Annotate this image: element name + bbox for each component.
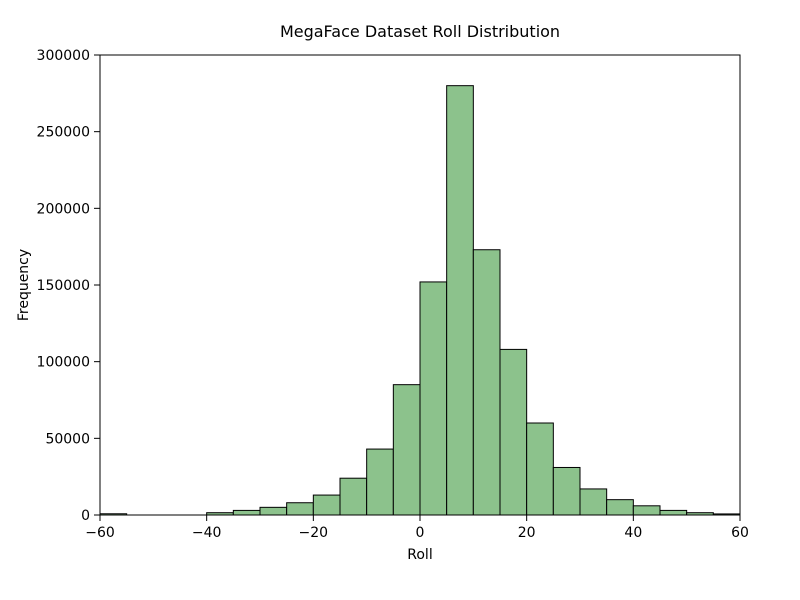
x-tick-label: 0 <box>416 525 425 541</box>
x-tick-label: −40 <box>192 525 222 541</box>
histogram-bar <box>553 467 580 515</box>
y-tick-label: 100000 <box>37 355 90 371</box>
histogram-bar <box>100 514 127 515</box>
x-tick-label: −60 <box>85 525 115 541</box>
histogram-bar <box>713 514 740 515</box>
y-tick-label: 0 <box>81 508 90 524</box>
y-axis-label: Frequency <box>16 249 32 321</box>
histogram-bar <box>633 506 660 515</box>
histogram-bar <box>500 349 527 515</box>
histogram-bar <box>447 86 474 515</box>
histogram-bar <box>420 282 447 515</box>
chart-title: MegaFace Dataset Roll Distribution <box>280 22 560 41</box>
y-tick-label: 50000 <box>45 431 90 447</box>
y-tick-label: 300000 <box>37 48 90 64</box>
x-tick-label: −20 <box>299 525 329 541</box>
histogram-bar <box>207 513 234 515</box>
histogram-bar <box>340 478 367 515</box>
histogram-chart: −60 −40 −20 0 20 40 60 0 50000 100000 150000 200000… <box>0 0 800 600</box>
histogram-bar <box>367 449 394 515</box>
y-tick-label: 250000 <box>37 125 90 141</box>
x-tick-label: 40 <box>624 525 642 541</box>
histogram-bar <box>527 423 554 515</box>
x-tick-label: 60 <box>731 525 749 541</box>
histogram-bar <box>233 510 260 515</box>
x-axis-label: Roll <box>407 547 432 563</box>
histogram-bar <box>580 489 607 515</box>
histogram-bar <box>687 513 714 515</box>
y-tick-label: 200000 <box>37 201 90 217</box>
histogram-bar <box>660 510 687 515</box>
histogram-bar <box>607 500 634 515</box>
histogram-bar <box>260 507 287 515</box>
x-tick-label: 20 <box>518 525 536 541</box>
histogram-bar <box>393 385 420 515</box>
histogram-bar <box>313 495 340 515</box>
chart-container: −60 −40 −20 0 20 40 60 0 50000 100000 150000 200000… <box>0 0 800 600</box>
histogram-bar <box>287 503 314 515</box>
histogram-bar <box>473 250 500 515</box>
y-tick-label: 150000 <box>37 278 90 294</box>
